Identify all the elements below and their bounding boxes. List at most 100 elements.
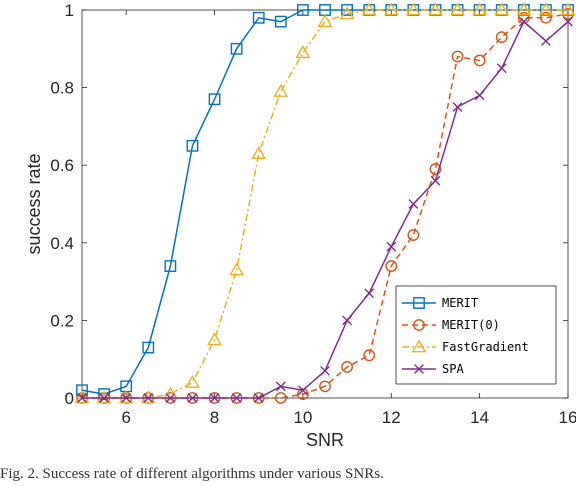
x-axis-label: SNR <box>306 430 344 450</box>
data-point-fastgradient <box>472 2 488 16</box>
marker-stroke <box>342 315 352 326</box>
data-point-merit-0 <box>540 11 552 24</box>
data-point-merit <box>142 341 155 354</box>
marker-stroke <box>408 199 419 209</box>
success-rate-chart: 6 8 10 12 14 16 0 0.2 0.4 0.6 0.8 1 SNR success rat… <box>24 1 576 450</box>
y-tick-label: 0.4 <box>50 234 74 253</box>
marker-stroke <box>386 241 397 252</box>
data-point-fastgradient <box>295 45 311 59</box>
data-point-spa <box>342 315 352 326</box>
data-point-fastgradient <box>185 374 200 388</box>
marker-stroke <box>364 288 375 299</box>
x-tick-label: 16 <box>559 408 576 427</box>
marker-stroke <box>231 393 242 403</box>
data-point-fastgradient <box>494 2 510 16</box>
data-point-spa <box>275 381 286 392</box>
y-tick-label: 0.8 <box>50 79 74 98</box>
legend-marker <box>414 364 424 374</box>
data-point-merit <box>297 4 309 16</box>
data-point-spa <box>496 63 507 74</box>
x-tick-label: 14 <box>470 408 489 427</box>
data-point-merit <box>76 384 88 397</box>
data-point-spa <box>121 393 132 403</box>
data-point-spa <box>253 393 264 403</box>
y-axis-label: success rate <box>24 153 44 254</box>
marker-stroke <box>253 393 264 403</box>
x-tick-label: 8 <box>210 408 219 427</box>
data-point-merit-0 <box>451 50 464 63</box>
data-point-fastgradient <box>538 2 554 16</box>
marker-stroke <box>143 393 154 403</box>
legend-marker <box>413 297 425 309</box>
data-point-spa <box>518 16 529 27</box>
data-point-spa <box>386 241 397 252</box>
data-point-fastgradient <box>450 2 465 16</box>
data-point-spa <box>298 385 308 396</box>
data-point-merit-0 <box>429 163 442 175</box>
legend-item-merit-0: MERIT(0) <box>402 318 500 332</box>
data-point-merit <box>252 11 265 24</box>
data-point-merit-0 <box>297 388 309 401</box>
marker-stroke <box>320 365 330 376</box>
data-point-fastgradient <box>339 6 355 20</box>
legend-marker <box>413 319 425 331</box>
data-point-merit-0 <box>473 54 486 67</box>
data-point-merit <box>230 42 243 55</box>
data-point-spa <box>187 393 198 403</box>
marker-stroke <box>187 393 198 403</box>
data-point-merit-0 <box>385 260 398 272</box>
marker-stroke <box>165 393 176 403</box>
data-point-spa <box>77 393 87 403</box>
marker-stroke <box>474 90 485 101</box>
y-tick-label: 0.2 <box>50 311 74 330</box>
data-point-spa <box>99 393 109 403</box>
y-tick-label: 0 <box>65 389 74 408</box>
series-layer <box>74 2 576 404</box>
legend-marker <box>411 339 427 353</box>
marker-stroke <box>518 16 529 27</box>
x-tick-label: 10 <box>293 408 312 427</box>
tick-labels: 6 8 10 12 14 16 0 0.2 0.4 0.6 0.8 1 <box>50 1 576 427</box>
data-point-spa <box>408 199 419 209</box>
data-point-fastgradient <box>317 14 333 28</box>
data-point-fastgradient <box>251 145 267 159</box>
data-point-spa <box>364 288 375 299</box>
x-tick-label: 12 <box>382 408 401 427</box>
data-point-spa <box>430 175 441 186</box>
legend-item-merit: MERIT <box>402 296 478 310</box>
data-point-spa <box>452 102 463 112</box>
data-point-spa <box>541 36 551 46</box>
marker-stroke <box>275 381 286 392</box>
data-point-spa <box>563 16 573 27</box>
legend: MERIT MERIT(0) FastGradient SPA <box>395 285 557 385</box>
data-point-merit-0 <box>495 31 508 44</box>
data-point-fastgradient <box>405 2 421 16</box>
data-point-spa <box>231 393 242 403</box>
data-point-fastgradient <box>207 332 222 346</box>
data-point-fastgradient <box>516 2 532 16</box>
data-point-spa <box>474 90 485 101</box>
legend-item-spa: SPA <box>402 362 464 376</box>
legend-label: FastGradient <box>442 340 529 354</box>
legend-label: MERIT(0) <box>442 318 500 332</box>
x-tick-label: 6 <box>121 408 130 427</box>
data-point-merit-0 <box>274 392 287 404</box>
data-point-fastgradient <box>428 2 443 16</box>
data-point-merit <box>186 139 199 152</box>
data-point-fastgradient <box>383 2 399 16</box>
legend-label: SPA <box>442 362 464 376</box>
marker-stroke <box>496 63 507 74</box>
data-point-merit <box>274 15 287 28</box>
data-point-spa <box>143 393 154 403</box>
series-spa <box>77 16 573 403</box>
data-point-fastgradient <box>361 2 377 16</box>
marker-stroke <box>121 393 132 403</box>
data-point-fastgradient <box>560 2 576 16</box>
marker-stroke <box>209 393 220 403</box>
data-point-spa <box>209 393 220 403</box>
marker-stroke <box>452 102 463 112</box>
y-tick-label: 1 <box>65 1 74 20</box>
data-point-merit <box>98 388 110 401</box>
data-point-merit-0 <box>407 229 420 241</box>
data-point-merit-0 <box>363 349 376 362</box>
